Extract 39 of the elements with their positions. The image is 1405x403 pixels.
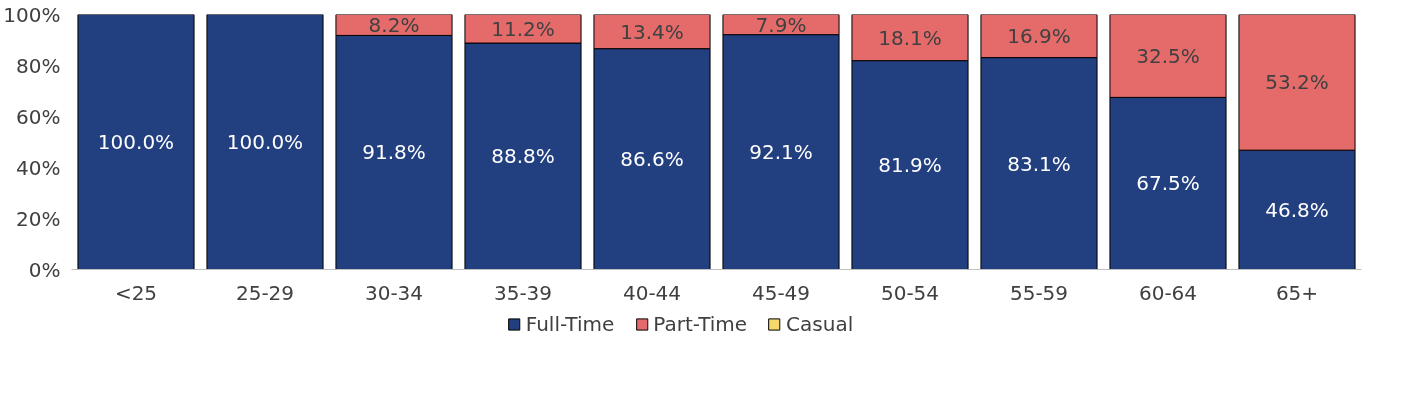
x-tick-label: 35-39 xyxy=(493,280,553,305)
x-tick-label: 30-34 xyxy=(364,280,424,305)
data-label: 8.2% xyxy=(368,12,420,37)
data-label: 100.0% xyxy=(226,130,304,154)
data-label: 91.8% xyxy=(362,140,426,165)
legend-label: Casual xyxy=(786,312,854,336)
y-tick-label: 40% xyxy=(16,155,61,180)
bar xyxy=(77,14,195,270)
legend-label: Full-Time xyxy=(525,312,615,336)
bar xyxy=(206,14,324,270)
y-tick-label: 0% xyxy=(28,257,61,282)
data-label: 81.9% xyxy=(878,153,942,178)
data-label: 53.2% xyxy=(1265,70,1329,95)
x-tick-label: 45-49 xyxy=(751,280,811,305)
x-tick-label: 50-54 xyxy=(880,280,940,305)
y-tick-label: 100% xyxy=(3,2,61,27)
x-tick-label: <25 xyxy=(114,280,158,305)
data-label: 13.4% xyxy=(620,19,684,44)
data-label: 92.1% xyxy=(749,140,813,165)
data-label: 46.8% xyxy=(1265,197,1329,222)
x-tick-label: 65+ xyxy=(1275,280,1319,305)
data-label: 32.5% xyxy=(1136,43,1200,68)
x-tick-label: 40-44 xyxy=(622,280,682,305)
y-tick-label: 20% xyxy=(16,206,61,231)
y-tick-label: 60% xyxy=(16,104,61,129)
x-tick-label: 55-59 xyxy=(1009,280,1069,305)
data-label: 100.0% xyxy=(97,130,175,154)
data-label: 18.1% xyxy=(878,25,942,50)
data-label: 7.9% xyxy=(755,12,807,37)
data-label: 67.5% xyxy=(1136,171,1200,196)
data-label: 83.1% xyxy=(1007,151,1071,176)
data-label: 11.2% xyxy=(491,16,555,41)
data-label: 86.6% xyxy=(620,147,684,172)
x-tick-label: 25-29 xyxy=(235,280,295,305)
legend-label: Part-Time xyxy=(653,312,748,336)
data-label: 16.9% xyxy=(1007,24,1071,49)
x-tick-label: 60-64 xyxy=(1138,280,1198,305)
y-tick-label: 80% xyxy=(16,53,61,78)
data-label: 88.8% xyxy=(491,144,555,169)
